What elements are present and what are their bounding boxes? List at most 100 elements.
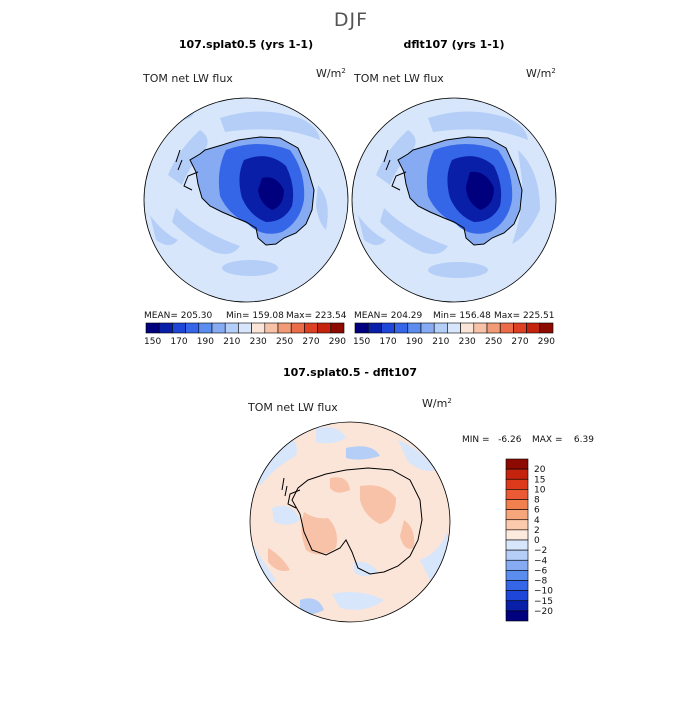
colorbar-swatch (264, 322, 279, 334)
colorbar-tick-label: −8 (534, 577, 548, 587)
colorbar-swatch (224, 322, 239, 334)
colorbar-swatch (290, 322, 305, 334)
colorbar-tick-label: 10 (534, 485, 546, 495)
colorbar-swatch (505, 590, 529, 602)
colorbar-tick-label: 230 (459, 337, 476, 347)
colorbar-swatch (499, 322, 514, 334)
colorbar-swatch (460, 322, 475, 334)
panel-right: dflt107 (yrs 1-1) TOM net LW flux W/m2 M… (351, 38, 557, 347)
colorbar-swatch (505, 570, 529, 581)
colorbar-tick-label: 150 (353, 337, 370, 347)
panel-diff-title: 107.splat0.5 - dflt107 (283, 366, 417, 379)
map-left (144, 98, 348, 302)
panel-left-units: W/m2 (316, 67, 346, 80)
colorbar-swatch (505, 458, 529, 470)
colorbar-tick-label: 150 (144, 337, 161, 347)
colorbar-swatch (172, 322, 186, 334)
colorbar-tick-label: 2 (534, 526, 540, 536)
colorbar-swatch (473, 322, 488, 334)
panel-right-variable: TOM net LW flux (353, 72, 444, 85)
colorbar-swatch (420, 322, 435, 334)
panel-right-title: dflt107 (yrs 1-1) (404, 38, 505, 51)
panel-right-min: Min= 156.48 (433, 311, 491, 321)
colorbar-tick-label: 170 (170, 337, 187, 347)
colorbar-swatch (145, 322, 160, 334)
colorbar-swatch (277, 322, 292, 334)
panel-right-mean: MEAN= 204.29 (354, 311, 423, 321)
colorbar-swatch (251, 322, 266, 334)
colorbar-swatch (505, 489, 529, 500)
colorbar-tick-label: −15 (534, 597, 553, 607)
colorbar-tick-label: 8 (534, 496, 540, 506)
colorbar-swatch (304, 322, 318, 334)
colorbar-swatch (158, 322, 173, 334)
panel-diff: 107.splat0.5 - dflt107 TOM net LW flux W… (247, 366, 594, 623)
panel-left-max: Max= 223.54 (286, 311, 347, 321)
colorbar-swatch (539, 322, 554, 334)
colorbar-tick-label: −2 (534, 546, 547, 556)
colorbar-tick-label: 4 (534, 516, 540, 526)
colorbar-tick-label: 20 (534, 465, 546, 475)
colorbar-tick-label: 290 (329, 337, 346, 347)
colorbar-swatch (505, 559, 529, 571)
colorbar-tick-label: 270 (302, 337, 319, 347)
season-title: DJF (334, 9, 368, 31)
panel-left-title: 107.splat0.5 (yrs 1-1) (179, 38, 313, 51)
panel-right-max: Max= 225.51 (494, 311, 555, 321)
colorbar-tick-label: 250 (485, 337, 502, 347)
panel-right-units: W/m2 (526, 67, 556, 80)
colorbar-tick-label: −10 (534, 587, 553, 597)
colorbar-swatch (505, 519, 529, 531)
panel-left-min: Min= 159.08 (226, 311, 284, 321)
colorbar-swatch (505, 549, 529, 561)
colorbar-right: 150 170 190 210 230 250 270 290 (353, 322, 555, 347)
panel-diff-min: MIN = -6.26 (462, 435, 522, 445)
colorbar-swatch (505, 539, 529, 551)
colorbar-swatch (505, 529, 529, 541)
colorbar-tick-label: 250 (276, 337, 293, 347)
colorbar-tick-label: 210 (223, 337, 240, 347)
colorbar-left: 150 170 190 210 230 250 270 290 (144, 322, 346, 347)
colorbar-tick-label: 210 (432, 337, 449, 347)
colorbar-tick-label: 190 (406, 337, 423, 347)
panel-left: 107.splat0.5 (yrs 1-1) TOM net LW flux W… (142, 38, 349, 347)
colorbar-swatch (211, 322, 226, 334)
colorbar-swatch (505, 600, 529, 612)
panel-diff-units: W/m2 (422, 397, 452, 410)
panel-diff-variable: TOM net LW flux (247, 401, 338, 414)
colorbar-swatch (198, 322, 213, 334)
colorbar-tick-label: 6 (534, 506, 540, 516)
colorbar-swatch (505, 509, 529, 521)
colorbar-tick-label: 0 (534, 536, 540, 546)
colorbar-swatch (381, 322, 395, 334)
colorbar-swatch (367, 322, 382, 334)
panel-left-variable: TOM net LW flux (142, 72, 233, 85)
colorbar-swatch (513, 322, 527, 334)
colorbar-tick-label: 15 (534, 475, 545, 485)
colorbar-tick-label: −6 (534, 566, 548, 576)
colorbar-swatch (505, 468, 529, 480)
colorbar-swatch (394, 322, 409, 334)
colorbar-tick-label: −20 (534, 607, 553, 617)
colorbar-swatch (526, 322, 541, 334)
colorbar-swatch (505, 580, 529, 591)
colorbar-swatch (505, 499, 529, 510)
colorbar-swatch (447, 322, 461, 334)
colorbar-tick-label: 190 (197, 337, 214, 347)
colorbar-swatch (407, 322, 422, 334)
colorbar-tick-label: 170 (379, 337, 396, 347)
map-right (352, 98, 556, 302)
map-diff (250, 422, 450, 622)
colorbar-tick-label: 270 (511, 337, 528, 347)
colorbar-swatch (354, 322, 369, 334)
colorbar-swatch (238, 322, 252, 334)
colorbar-swatch (330, 322, 345, 334)
colorbar-swatch (433, 322, 448, 334)
colorbar-tick-label: 230 (250, 337, 267, 347)
colorbar-swatch (486, 322, 501, 334)
colorbar-swatch (505, 478, 529, 490)
colorbar-tick-label: 290 (538, 337, 555, 347)
colorbar-tick-label: −4 (534, 556, 548, 566)
